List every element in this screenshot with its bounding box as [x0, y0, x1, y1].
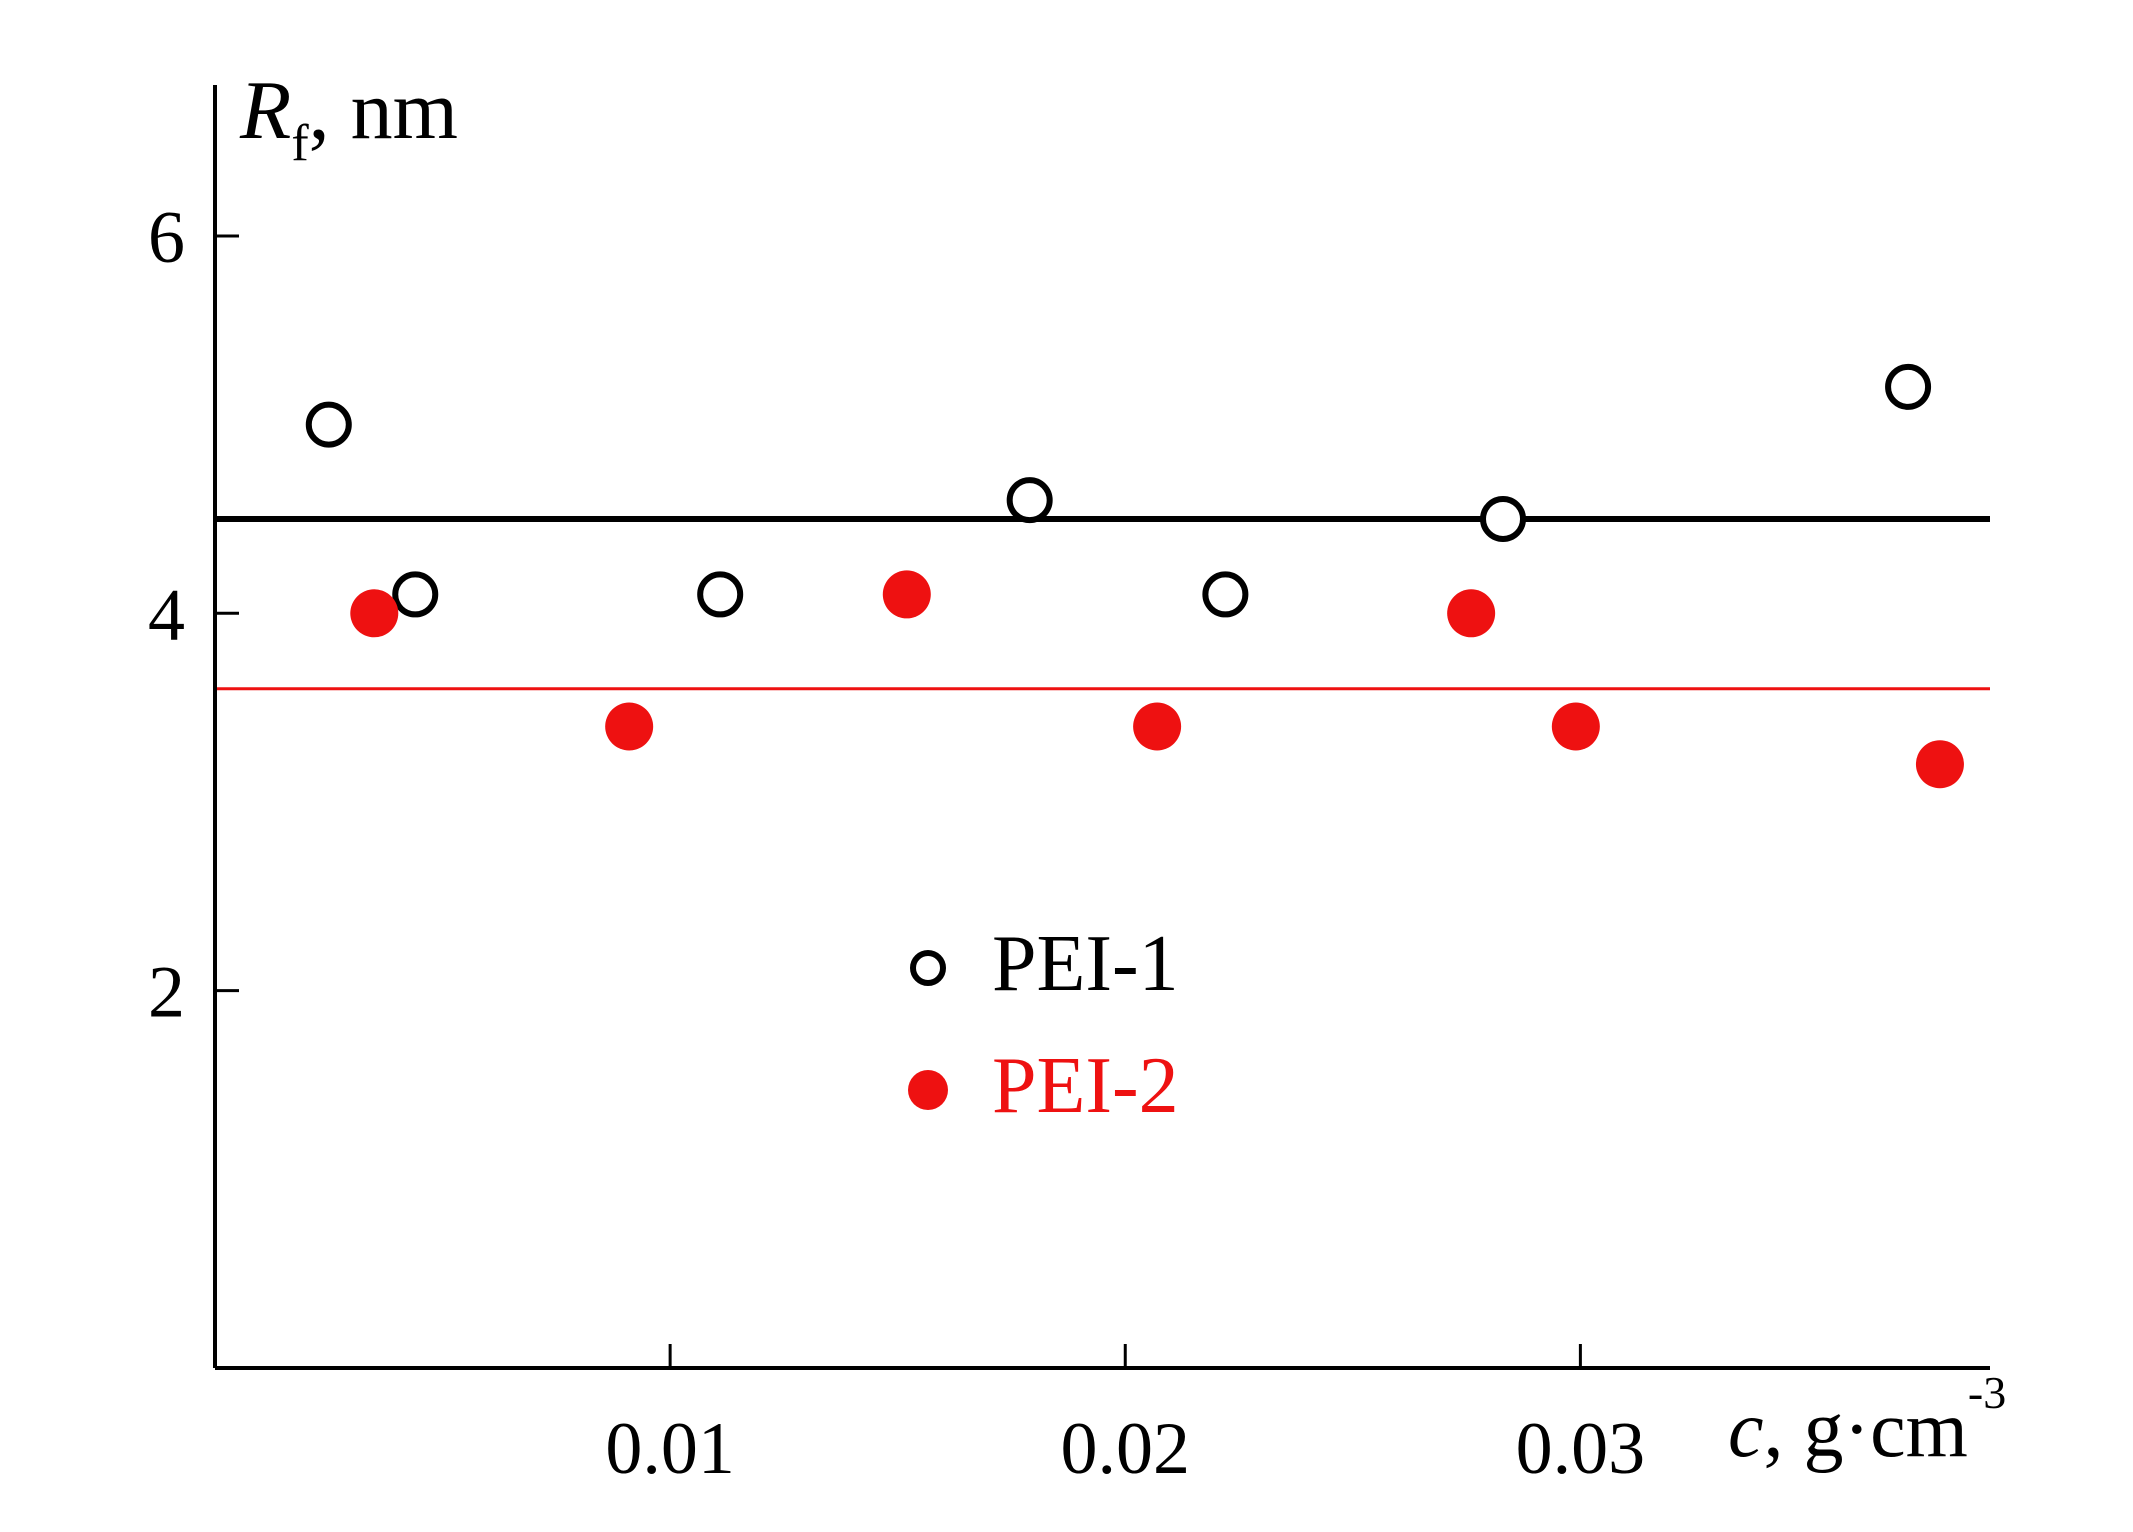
data-point-pei-2 — [1447, 589, 1496, 638]
legend-label-pei-2: PEI-2 — [992, 1042, 1179, 1130]
data-point-pei-1 — [1202, 571, 1249, 618]
data-point-pei-1 — [305, 401, 352, 448]
y-axis-label: Rf, nm — [239, 64, 458, 172]
data-point-pei-2 — [1915, 740, 1964, 789]
data-point-pei-1 — [1006, 477, 1053, 524]
x-tick-label: 0.03 — [1516, 1408, 1646, 1490]
mean-lines — [215, 515, 1990, 691]
data-point-pei-1 — [1480, 495, 1527, 542]
axis-ticks: 0.01 0.02 0.03 2 4 6 — [148, 197, 1645, 1490]
y-tick-label: 2 — [148, 952, 185, 1034]
data-point-pei-1 — [697, 571, 744, 618]
legend: PEI-1 PEI-2 — [908, 920, 1179, 1130]
x-tick-label: 0.01 — [605, 1408, 735, 1490]
data-point-pei-1 — [392, 571, 439, 618]
data-point-pei-2 — [1551, 702, 1600, 751]
data-point-pei-2 — [1133, 702, 1182, 751]
x-axis-label: c, g·cm-3 — [1728, 1367, 2006, 1474]
data-point-pei-1 — [1885, 363, 1932, 410]
data-points — [305, 363, 1964, 789]
legend-marker-pei-1 — [910, 950, 946, 986]
y-tick-label: 6 — [148, 197, 185, 279]
data-point-pei-2 — [350, 589, 399, 638]
legend-marker-pei-2 — [908, 1070, 948, 1110]
data-point-pei-2 — [882, 570, 931, 619]
legend-label-pei-1: PEI-1 — [992, 920, 1179, 1008]
y-tick-label: 4 — [148, 574, 185, 656]
x-tick-label: 0.02 — [1061, 1408, 1191, 1490]
data-point-pei-2 — [605, 702, 654, 751]
